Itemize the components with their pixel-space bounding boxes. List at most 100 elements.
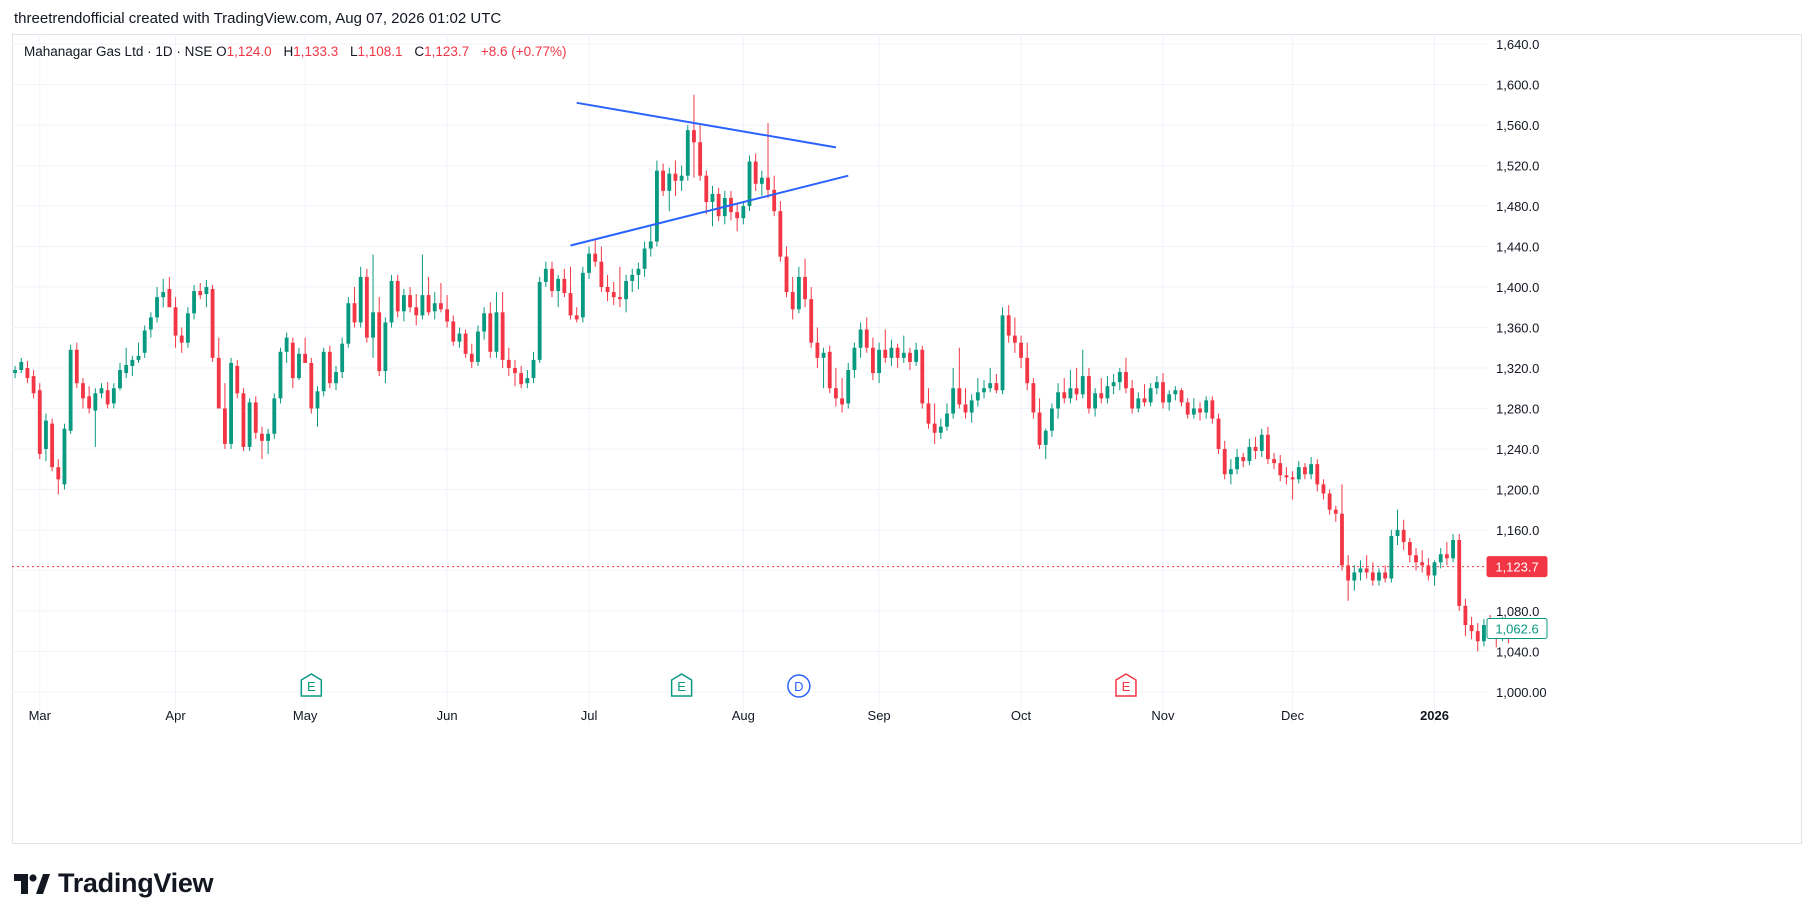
candle-body bbox=[500, 312, 505, 360]
candle-body bbox=[821, 352, 826, 358]
time-tick-label: Jun bbox=[437, 708, 458, 723]
candle bbox=[25, 360, 30, 384]
candle bbox=[1315, 459, 1320, 492]
candle-body bbox=[877, 349, 882, 374]
candle bbox=[1179, 388, 1184, 407]
candle bbox=[611, 281, 616, 306]
candle-body bbox=[1142, 398, 1147, 403]
candle bbox=[198, 282, 203, 300]
candle bbox=[648, 226, 653, 257]
candle-body bbox=[1475, 631, 1480, 642]
candle bbox=[599, 246, 604, 293]
candle bbox=[1370, 562, 1375, 586]
candle-body bbox=[624, 280, 628, 300]
candle bbox=[414, 294, 419, 326]
price-tick-label: 1,040.0 bbox=[1496, 644, 1539, 659]
candle bbox=[1173, 386, 1178, 401]
earnings-marker: E bbox=[670, 673, 693, 697]
candle-body bbox=[543, 268, 548, 282]
candle-body bbox=[938, 426, 943, 433]
candle bbox=[1395, 509, 1400, 546]
candle-body bbox=[31, 376, 36, 394]
candle-body bbox=[889, 347, 894, 358]
candle-body bbox=[1407, 542, 1412, 556]
time-tick-label: Mar bbox=[29, 708, 52, 723]
candle bbox=[630, 268, 635, 293]
candle bbox=[1296, 461, 1301, 484]
candle bbox=[457, 327, 462, 348]
candle bbox=[1105, 376, 1110, 404]
candle bbox=[62, 423, 67, 490]
candle bbox=[1420, 550, 1425, 573]
candle bbox=[1272, 453, 1276, 470]
candle-body bbox=[735, 212, 740, 219]
candle-body bbox=[179, 335, 184, 343]
candle-body bbox=[253, 402, 258, 433]
candle-body bbox=[216, 357, 221, 409]
earnings-marker: E bbox=[300, 673, 323, 697]
candle-body bbox=[531, 359, 536, 379]
candle bbox=[408, 287, 412, 313]
candle-body bbox=[1031, 383, 1036, 413]
candle bbox=[562, 268, 567, 298]
candle-body bbox=[1327, 493, 1332, 510]
candle-body bbox=[136, 355, 141, 360]
candle bbox=[173, 297, 178, 348]
candle-body bbox=[685, 130, 690, 176]
chart-pane[interactable] bbox=[12, 34, 1802, 844]
candle bbox=[1438, 548, 1443, 569]
open-key: O bbox=[216, 44, 227, 59]
candle bbox=[303, 337, 308, 363]
candle-body bbox=[420, 295, 425, 316]
candle bbox=[982, 380, 986, 399]
candle-body bbox=[451, 321, 456, 342]
candle-body bbox=[278, 351, 283, 399]
candle-body bbox=[698, 142, 703, 176]
candle-body bbox=[704, 175, 709, 203]
candle-body bbox=[260, 433, 264, 441]
candle bbox=[1031, 378, 1036, 419]
candle-body bbox=[167, 289, 172, 308]
candle-body bbox=[1099, 393, 1104, 399]
candle-body bbox=[426, 295, 431, 313]
candle-body bbox=[1401, 529, 1406, 543]
candle-body bbox=[1383, 572, 1388, 579]
candle-body bbox=[648, 241, 653, 249]
candle bbox=[1364, 555, 1369, 579]
symbol-name[interactable]: Mahanagar Gas Ltd · 1D · NSE bbox=[24, 44, 213, 59]
candle bbox=[1278, 455, 1283, 482]
candle bbox=[574, 307, 579, 323]
close-value: 1,123.7 bbox=[424, 44, 470, 59]
candle bbox=[895, 343, 900, 368]
candle bbox=[1087, 367, 1091, 414]
candle bbox=[920, 345, 925, 409]
candle-body bbox=[901, 352, 906, 358]
candle bbox=[290, 337, 295, 389]
candle bbox=[1043, 428, 1048, 460]
symbol-legend[interactable]: Mahanagar Gas Ltd · 1D · NSE O1,124.0 H1… bbox=[24, 44, 574, 59]
candle-body bbox=[1019, 342, 1023, 358]
candle-body bbox=[19, 361, 24, 371]
candle-body bbox=[846, 370, 851, 404]
candle bbox=[204, 279, 209, 308]
candle bbox=[1154, 376, 1159, 395]
price-tick-label: 1,600.0 bbox=[1496, 78, 1539, 93]
candle bbox=[383, 317, 388, 384]
candle-body bbox=[908, 352, 912, 362]
candle bbox=[741, 200, 746, 225]
tradingview-logo[interactable]: TradingView bbox=[14, 868, 214, 899]
candle bbox=[766, 123, 770, 198]
candle bbox=[358, 266, 363, 328]
candle-body bbox=[587, 253, 591, 273]
candle bbox=[1062, 378, 1067, 404]
candle bbox=[216, 337, 221, 409]
candle-body bbox=[198, 291, 203, 296]
candle-body bbox=[1105, 386, 1110, 399]
close-key: C bbox=[414, 44, 425, 59]
candle-body bbox=[321, 351, 326, 392]
candle bbox=[321, 347, 326, 397]
candle bbox=[568, 266, 573, 320]
candle bbox=[19, 357, 24, 374]
candle-body bbox=[636, 268, 641, 275]
